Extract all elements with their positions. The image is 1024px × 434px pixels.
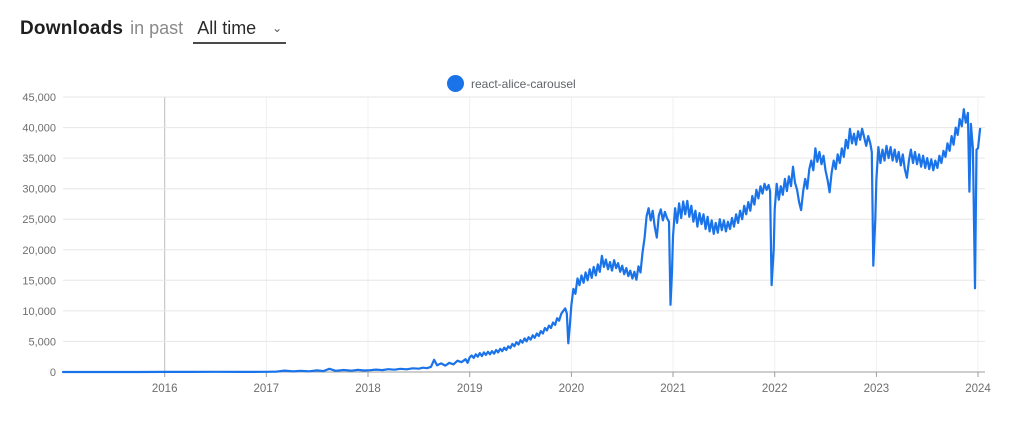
y-tick-label: 45,000 (22, 92, 56, 104)
x-tick-label: 2023 (864, 383, 890, 395)
chevron-down-icon: ⌄ (272, 21, 283, 35)
y-tick-label: 25,000 (22, 214, 56, 226)
y-tick-label: 15,000 (22, 275, 56, 287)
page-title: Downloads (20, 18, 124, 39)
y-tick-label: 0 (50, 367, 56, 379)
x-tick-label: 2024 (965, 383, 991, 395)
chart-legend: react-alice-carousel (447, 75, 576, 92)
y-tick-label: 10,000 (22, 306, 56, 318)
y-tick-label: 40,000 (22, 123, 56, 135)
x-tick-label: 2022 (762, 383, 788, 395)
page-subtitle: in past (130, 18, 184, 38)
x-tick-label: 2017 (254, 383, 280, 395)
x-tick-label: 2016 (152, 383, 178, 395)
chart-header: Downloads in past All time ⌄ (20, 18, 287, 44)
downloads-series-line (61, 108, 982, 374)
y-tick-label: 35,000 (22, 153, 56, 165)
x-tick-label: 2019 (457, 383, 483, 395)
y-tick-label: 5,000 (28, 336, 56, 348)
x-tick-label: 2021 (660, 383, 686, 395)
time-range-value: All time (197, 18, 257, 38)
x-tick-label: 2020 (559, 383, 585, 395)
x-tick-label: 2018 (355, 383, 381, 395)
y-tick-label: 30,000 (22, 184, 56, 196)
y-tick-label: 20,000 (22, 245, 56, 257)
series-label: react-alice-carousel (471, 76, 576, 91)
series-color-dot (447, 75, 464, 92)
time-range-select[interactable]: All time ⌄ (193, 18, 287, 44)
